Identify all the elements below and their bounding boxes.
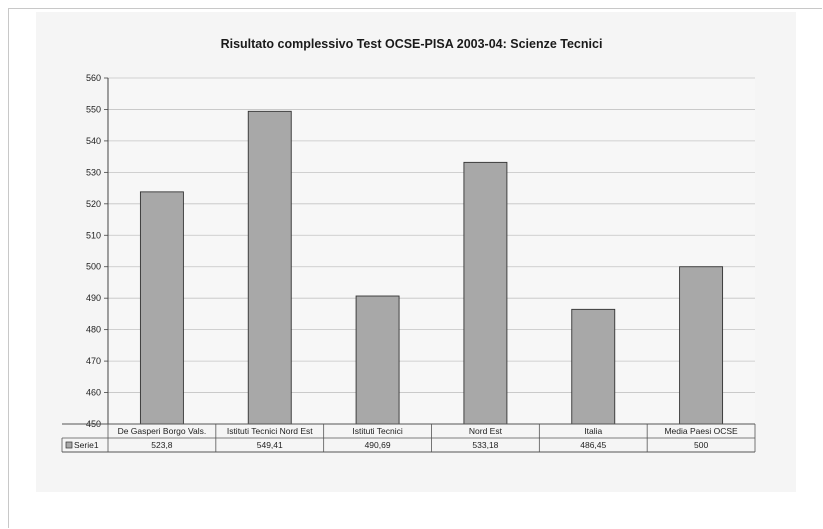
y-tick-label: 500 [86, 262, 101, 272]
data-label: 523,8 [151, 440, 173, 450]
y-tick-label: 530 [86, 167, 101, 177]
y-tick-label: 460 [86, 388, 101, 398]
bar [247, 110, 292, 425]
y-tick-label: 560 [86, 73, 101, 83]
y-tick-label: 510 [86, 230, 101, 240]
bar [139, 191, 184, 425]
y-tick-label: 470 [86, 356, 101, 366]
gridlines [108, 77, 755, 425]
data-label: 549,41 [257, 440, 283, 450]
bar [571, 308, 616, 425]
category-label: De Gasperi Borgo Vals. [118, 426, 207, 436]
bar [355, 295, 400, 425]
bars [139, 110, 724, 425]
data-table: De Gasperi Borgo Vals. 523,8 Istituti Tecn… [61, 423, 756, 453]
bar [679, 266, 724, 425]
data-label: 500 [694, 440, 708, 450]
chart-title: Risultato complessivo Test OCSE-PISA 200… [220, 37, 603, 51]
scan-border [8, 8, 822, 528]
y-tick-label: 520 [86, 199, 101, 209]
category-label: Media Paesi OCSE [664, 426, 738, 436]
plot-area [108, 78, 755, 424]
category-label: Istituti Tecnici [352, 426, 403, 436]
bar [463, 161, 508, 425]
y-tick-label: 550 [86, 104, 101, 114]
data-label: 490,69 [365, 440, 391, 450]
legend-key [65, 441, 73, 449]
legend-series-name: Serie1 [74, 440, 99, 450]
category-label: Istituti Tecnici Nord Est [227, 426, 313, 436]
category-label: Italia [584, 426, 602, 436]
y-tick-label: 540 [86, 136, 101, 146]
y-tick-label: 490 [86, 293, 101, 303]
category-label: Nord Est [469, 426, 503, 436]
data-label: 533,18 [472, 440, 498, 450]
y-tick-label: 480 [86, 325, 101, 335]
data-label: 486,45 [580, 440, 606, 450]
